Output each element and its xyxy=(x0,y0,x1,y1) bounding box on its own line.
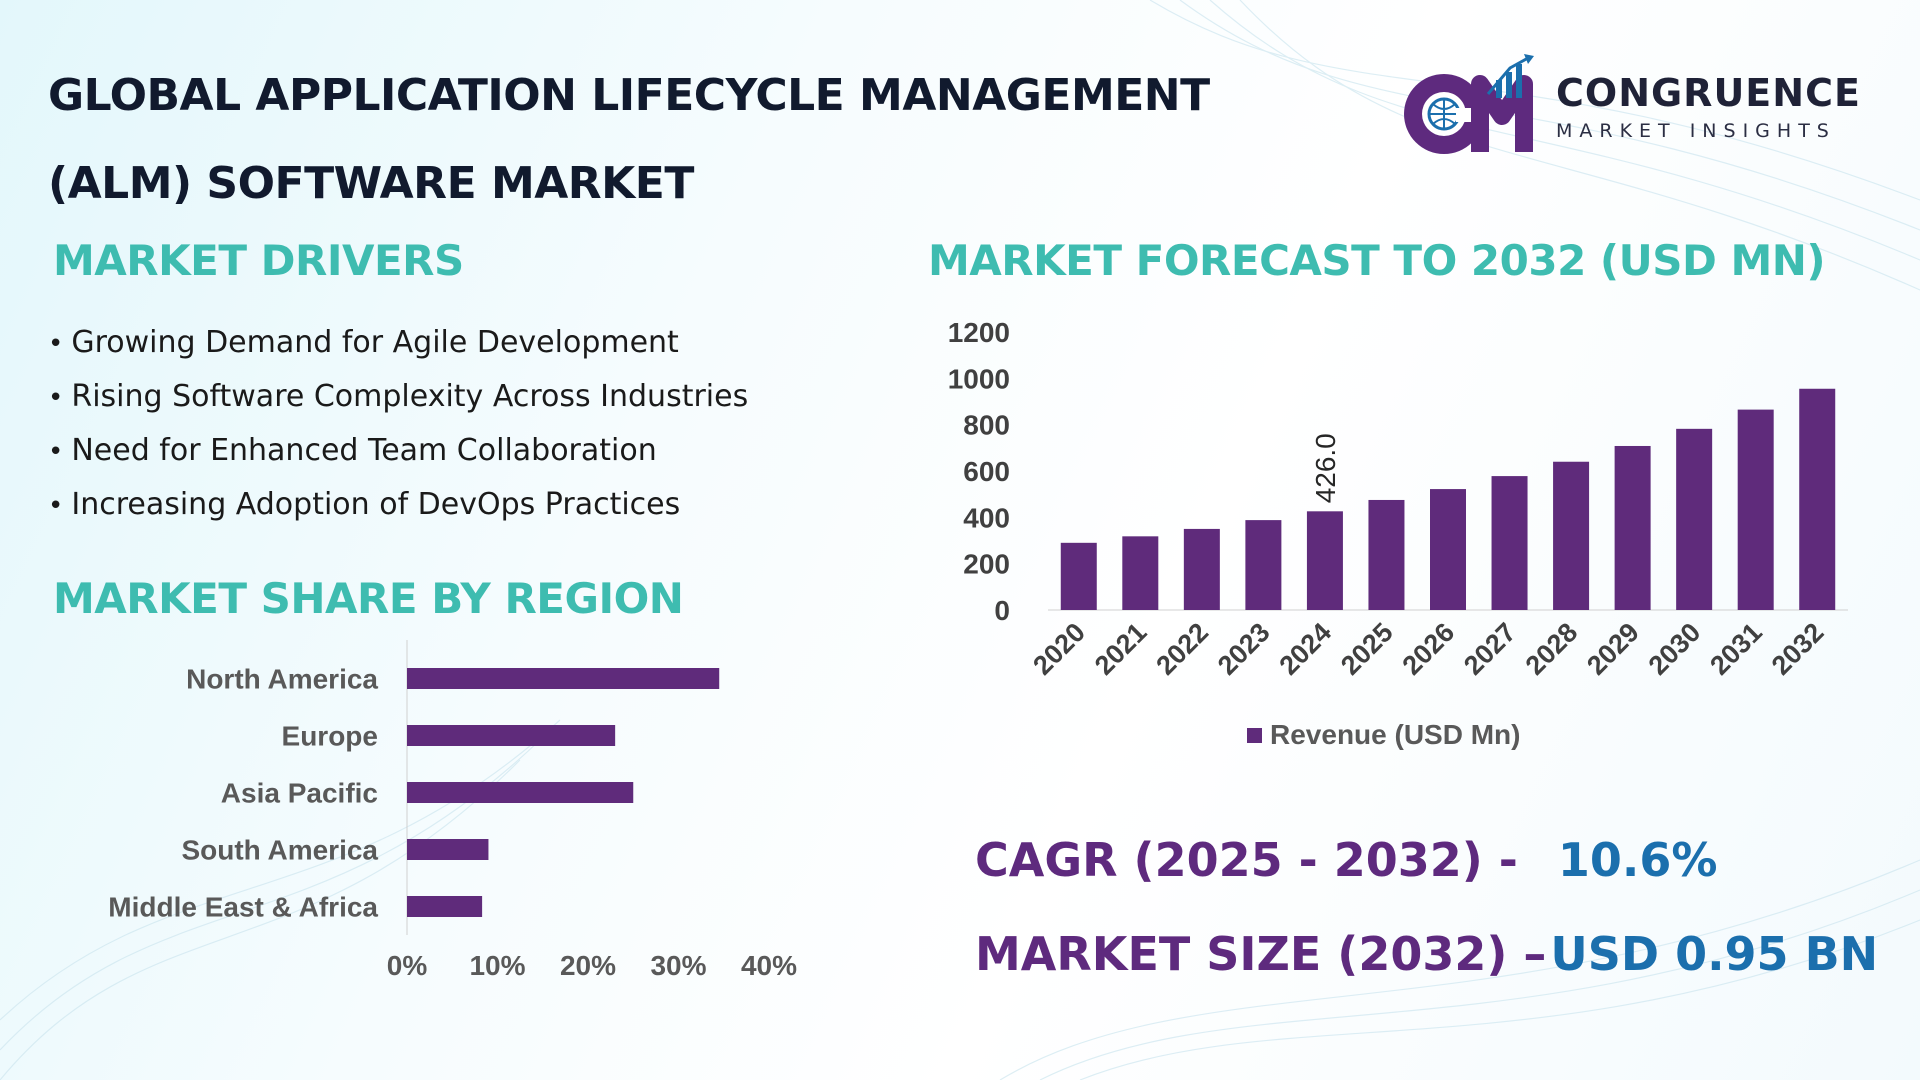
forecast-data-label: 426.0 xyxy=(1310,433,1341,503)
forecast-x-tick: 2030 xyxy=(1643,617,1707,681)
forecast-x-tick: 2032 xyxy=(1766,617,1830,681)
cagr-kpi: CAGR (2025 - 2032) - 10.6% xyxy=(975,832,1717,888)
region-tick-label: 30% xyxy=(650,950,706,981)
cagr-label: CAGR (2025 - 2032) - xyxy=(975,833,1518,887)
forecast-x-tick: 2026 xyxy=(1397,617,1461,681)
forecast-chart: 1200100080060040020002020202120222023202… xyxy=(948,317,1848,750)
forecast-x-tick: 2021 xyxy=(1089,617,1153,681)
forecast-bar xyxy=(1614,445,1651,610)
forecast-chart-title: MARKET FORECAST TO 2032 (USD MN) xyxy=(928,236,1826,285)
forecast-x-tick: 2027 xyxy=(1458,617,1522,681)
forecast-bar xyxy=(1553,461,1590,610)
region-category-label: Middle East & Africa xyxy=(108,892,378,923)
forecast-bar xyxy=(1122,536,1159,610)
forecast-x-tick: 2031 xyxy=(1704,617,1768,681)
legend-swatch-icon xyxy=(1247,728,1262,743)
logo-subtitle: MARKET INSIGHTS xyxy=(1556,120,1836,142)
region-category-label: North America xyxy=(186,664,378,695)
forecast-x-tick: 2028 xyxy=(1520,617,1584,681)
driver-text: Rising Software Complexity Across Indust… xyxy=(71,379,749,414)
region-bar xyxy=(407,782,634,803)
bullet-icon: • xyxy=(48,383,64,413)
bullet-icon: • xyxy=(48,437,64,467)
market-size-label: MARKET SIZE (2032) – xyxy=(975,927,1547,981)
drivers-title: MARKET DRIVERS xyxy=(53,236,464,285)
forecast-bar xyxy=(1676,428,1713,610)
forecast-x-tick: 2025 xyxy=(1335,617,1399,681)
forecast-x-tick: 2029 xyxy=(1581,617,1645,681)
forecast-x-tick: 2024 xyxy=(1273,617,1337,681)
brand-logo: CONGRUENCE MARKET INSIGHTS xyxy=(1398,54,1878,164)
region-tick-label: 10% xyxy=(469,950,525,981)
bullet-icon: • xyxy=(48,491,64,521)
forecast-y-tick: 400 xyxy=(963,502,1010,533)
region-category-label: Asia Pacific xyxy=(221,778,378,809)
forecast-legend-label: Revenue (USD Mn) xyxy=(1270,719,1520,750)
driver-item: • Need for Enhanced Team Collaboration xyxy=(48,430,748,484)
forecast-y-tick: 200 xyxy=(963,549,1010,580)
region-bar xyxy=(407,725,616,746)
logo-name: CONGRUENCE xyxy=(1556,71,1861,115)
driver-text: Need for Enhanced Team Collaboration xyxy=(71,433,657,468)
region-tick-label: 40% xyxy=(741,950,797,981)
forecast-x-tick: 2022 xyxy=(1150,617,1214,681)
driver-item: • Rising Software Complexity Across Indus… xyxy=(48,376,748,430)
forecast-y-tick: 600 xyxy=(963,456,1010,487)
cagr-value: 10.6% xyxy=(1557,833,1718,887)
forecast-y-tick: 0 xyxy=(994,595,1010,626)
region-tick-label: 20% xyxy=(560,950,616,981)
region-share-chart: North America Europe Asia Pacific South Ame… xyxy=(108,640,797,981)
forecast-y-tick: 1000 xyxy=(948,363,1010,394)
driver-text: Growing Demand for Agile Development xyxy=(71,325,679,360)
market-size-value: USD 0.95 BN xyxy=(1550,927,1879,981)
region-bar xyxy=(407,668,720,689)
region-tick-label: 0% xyxy=(387,950,428,981)
region-bar xyxy=(407,896,483,917)
forecast-bar xyxy=(1799,388,1836,610)
title-line-1: GLOBAL APPLICATION LIFECYCLE MANAGEMENT xyxy=(48,70,1210,121)
forecast-x-tick: 2023 xyxy=(1212,617,1276,681)
forecast-bar xyxy=(1491,476,1528,610)
driver-item: • Increasing Adoption of DevOps Practices xyxy=(48,484,748,538)
forecast-bar xyxy=(1368,499,1405,610)
region-chart-title: MARKET SHARE BY REGION xyxy=(53,574,684,623)
forecast-bar xyxy=(1306,511,1343,610)
forecast-y-tick: 1200 xyxy=(948,317,1010,348)
forecast-x-tick: 2020 xyxy=(1027,617,1091,681)
region-bar xyxy=(407,839,489,860)
forecast-bar xyxy=(1245,520,1282,610)
forecast-y-tick: 800 xyxy=(963,410,1010,441)
title-line-2: (ALM) SOFTWARE MARKET xyxy=(48,158,694,209)
forecast-bar xyxy=(1060,542,1097,610)
logo-mark-icon xyxy=(1404,54,1534,154)
driver-text: Increasing Adoption of DevOps Practices xyxy=(71,487,681,522)
market-size-kpi: MARKET SIZE (2032) –USD 0.95 BN xyxy=(975,926,1878,982)
region-category-label: Europe xyxy=(282,721,378,752)
forecast-bar xyxy=(1183,528,1220,610)
region-category-label: South America xyxy=(181,835,378,866)
page-title: GLOBAL APPLICATION LIFECYCLE MANAGEMENT … xyxy=(48,52,1348,228)
bullet-icon: • xyxy=(48,329,64,359)
forecast-bar xyxy=(1737,409,1774,610)
drivers-list: • Growing Demand for Agile Development • Ri… xyxy=(48,322,748,538)
driver-item: • Growing Demand for Agile Development xyxy=(48,322,748,376)
forecast-bar xyxy=(1430,489,1466,610)
